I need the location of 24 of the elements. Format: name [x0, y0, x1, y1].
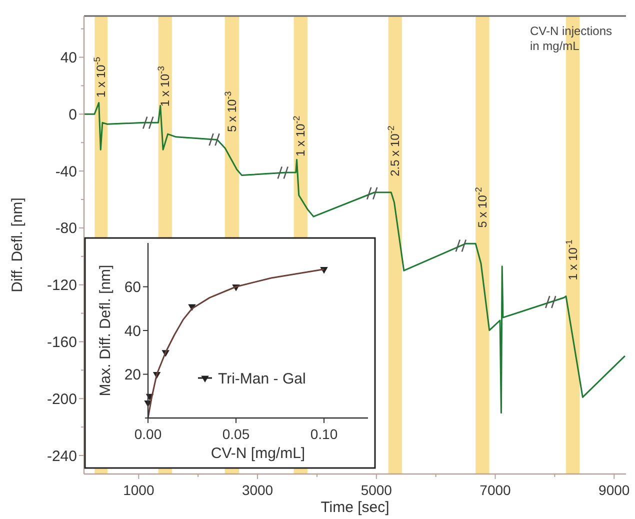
y-axis-title: Max. Diff. Defl. [nm] [97, 264, 114, 396]
y-tick-label: -80 [55, 220, 77, 238]
y-tick-label: 0 [68, 106, 77, 124]
x-tick-label: 0.10 [310, 426, 338, 442]
x-tick-label: 0.05 [222, 426, 250, 442]
x-axis-title: Time [sec] [320, 499, 390, 516]
x-tick-label: 3000 [242, 482, 274, 498]
x-tick-label: 9000 [598, 482, 630, 498]
x-tick-label: 0.00 [134, 426, 162, 442]
y-tick-label: 60 [124, 279, 141, 296]
x-tick-label: 1000 [123, 482, 154, 498]
y-tick-label: -160 [46, 334, 77, 351]
y-tick-label: 40 [60, 50, 77, 66]
y-tick-label: -120 [46, 277, 77, 294]
y-tick-label: -40 [55, 163, 77, 180]
y-axis-title: Diff. Defl. [nm] [9, 198, 26, 292]
y-tick-label: 20 [124, 366, 141, 384]
x-tick-label: 5000 [360, 482, 392, 498]
y-tick-label: -240 [46, 448, 77, 465]
y-tick-label: 40 [124, 322, 141, 340]
legend-label: Tri-Man - Gal [218, 370, 306, 388]
x-axis-title: CV-N [mg/mL] [210, 445, 306, 462]
y-tick-label: -200 [46, 390, 77, 408]
x-tick-label: 7000 [480, 482, 512, 498]
